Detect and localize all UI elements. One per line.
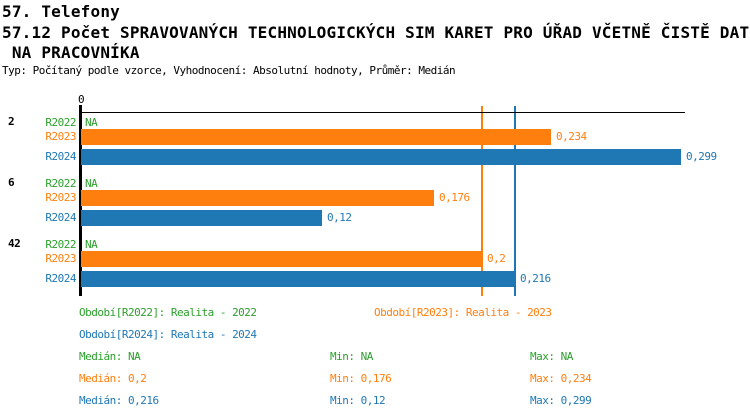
chart-title-line2: NA PRACOVNÍKA <box>2 43 140 62</box>
row-label-r2023: R2023 <box>45 252 76 265</box>
group-label: 42 <box>8 237 21 250</box>
bar-r2023 <box>81 129 551 145</box>
row-label-r2024: R2024 <box>45 211 76 224</box>
stat-median-r2024: Medián: 0,216 <box>79 394 159 407</box>
chart-meta-line: Typ: Počítaný podle vzorce, Vyhodnocení:… <box>2 64 456 77</box>
row-label-r2022: R2022 <box>45 177 76 190</box>
row-label-r2024: R2024 <box>45 272 76 285</box>
value-label-na: NA <box>85 238 98 251</box>
stat-max-r2023: Max: 0,234 <box>530 372 592 385</box>
row-label-r2022: R2022 <box>45 238 76 251</box>
row-label-r2023: R2023 <box>45 191 76 204</box>
group-label: 2 <box>8 115 15 128</box>
legend-item-r2022: Období[R2022]: Realita - 2022 <box>79 306 257 319</box>
legend-item-r2023: Období[R2023]: Realita - 2023 <box>374 306 552 319</box>
row-label-r2023: R2023 <box>45 130 76 143</box>
bar-r2024 <box>81 210 322 226</box>
value-label-na: NA <box>85 177 98 190</box>
stat-min-r2022: Min: NA <box>330 350 373 363</box>
bar-r2023 <box>81 190 434 206</box>
value-label: 0,176 <box>439 191 470 204</box>
y-axis-line <box>79 105 82 296</box>
value-label: 0,12 <box>327 211 352 224</box>
stat-min-r2024: Min: 0,12 <box>330 394 386 407</box>
stat-median-r2022: Medián: NA <box>79 350 141 363</box>
row-label-r2022: R2022 <box>45 116 76 129</box>
bar-r2023 <box>81 251 482 267</box>
x-axis-line <box>80 112 685 113</box>
value-label-na: NA <box>85 116 98 129</box>
stat-max-r2024: Max: 0,299 <box>530 394 592 407</box>
bar-r2024 <box>81 271 515 287</box>
value-label: 0,234 <box>556 130 587 143</box>
row-label-r2024: R2024 <box>45 150 76 163</box>
stat-median-r2023: Medián: 0,2 <box>79 372 147 385</box>
x-axis-origin-tick-label: 0 <box>77 93 85 106</box>
legend-item-r2024: Období[R2024]: Realita - 2024 <box>79 328 257 341</box>
stat-min-r2023: Min: 0,176 <box>330 372 392 385</box>
median-line-r2024 <box>514 106 516 296</box>
value-label: 0,2 <box>487 252 506 265</box>
median-line-r2023 <box>481 106 483 296</box>
value-label: 0,299 <box>686 150 717 163</box>
chart-title-line1: 57.12 Počet SPRAVOVANÝCH TECHNOLOGICKÝCH… <box>2 23 750 42</box>
group-label: 6 <box>8 176 15 189</box>
bar-r2024 <box>81 149 681 165</box>
stat-max-r2022: Max: NA <box>530 350 573 363</box>
report-section-title: 57. Telefony <box>2 2 120 21</box>
value-label: 0,216 <box>520 272 551 285</box>
